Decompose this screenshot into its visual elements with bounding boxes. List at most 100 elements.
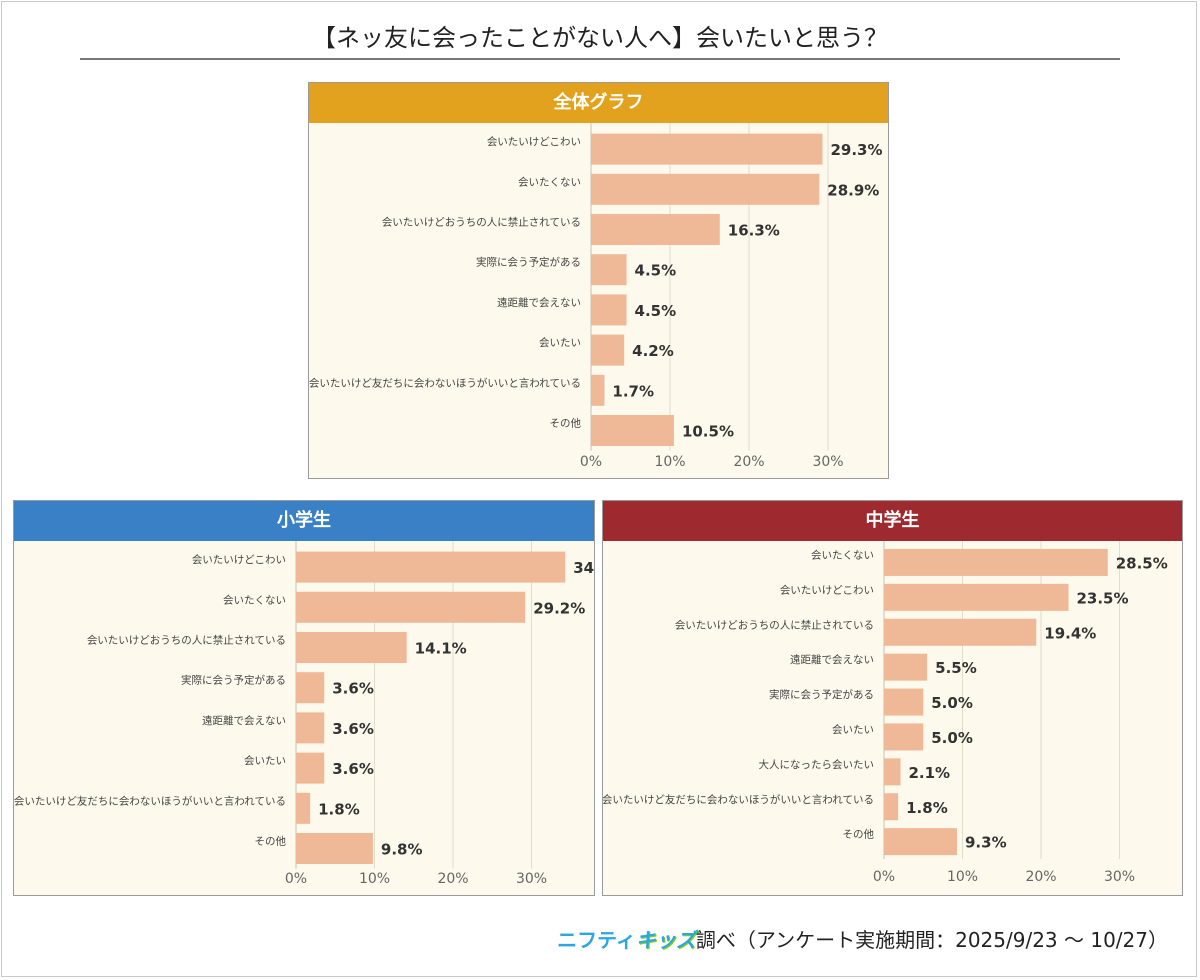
overall-value-label: 16.3%	[728, 222, 780, 240]
junior-high-bar	[884, 583, 1069, 611]
overall-value-label: 4.5%	[635, 262, 677, 280]
overall-bar	[591, 254, 627, 286]
junior-high-bar	[884, 758, 901, 786]
elementary-bar	[296, 752, 325, 784]
elementary-value-label: 14.1%	[415, 640, 467, 658]
elementary-category-label: 会いたくない	[223, 593, 286, 606]
elementary-value-label: 9.8%	[381, 841, 423, 859]
junior-high-category-label: 会いたいけどこわい	[780, 583, 874, 596]
junior-high-chart-title: 中学生	[603, 501, 1182, 541]
junior-high-x-tick-label: 10%	[947, 869, 978, 885]
elementary-bar	[296, 551, 566, 583]
junior-high-value-label: 5.5%	[935, 659, 977, 677]
overall-bar	[591, 133, 823, 165]
overall-bar	[591, 334, 625, 366]
overall-category-label: 遠距離で会えない	[497, 296, 581, 309]
elementary-category-label: その他	[255, 835, 287, 848]
junior-high-bar	[884, 723, 924, 751]
overall-value-label: 10.5%	[682, 423, 734, 441]
elementary-value-label: 3.6%	[332, 720, 374, 738]
junior-high-category-label: 遠距離で会えない	[790, 653, 874, 666]
survey-period: 調べ（アンケート実施期間：2025/9/23 ～ 10/27）	[695, 928, 1168, 952]
junior-high-x-tick-label: 30%	[1104, 869, 1135, 885]
junior-high-value-label: 9.3%	[965, 834, 1007, 852]
overall-category-label: 会いたいけどこわい	[487, 135, 581, 148]
junior-high-bar	[884, 618, 1037, 646]
elementary-category-label: 実際に会う予定がある	[181, 674, 286, 687]
elementary-value-label: 29.2%	[533, 599, 585, 617]
title-divider	[80, 58, 1120, 60]
junior-high-value-label: 5.0%	[931, 729, 973, 747]
elementary-chart-plot: 0% 10% 20% 30% 会いたいけどこわい 34.3% 会いたくない 29.2% 会いたい…	[14, 541, 594, 887]
overall-x-tick-label: 30%	[812, 454, 843, 470]
overall-value-label: 1.7%	[612, 382, 654, 400]
elementary-x-tick-label: 30%	[516, 871, 547, 887]
junior-high-category-label: 大人になったら会いたい	[759, 758, 875, 771]
junior-high-category-label: その他	[843, 828, 875, 841]
elementary-bar	[296, 632, 407, 663]
overall-chart-plot: 0% 10% 20% 30% 会いたいけどこわい 29.3% 会いたくない 28.9% 会いたい…	[309, 123, 883, 470]
elementary-value-label: 3.6%	[332, 760, 374, 778]
elementary-value-label: 1.8%	[318, 800, 360, 818]
junior-high-chart-panel: 中学生 0% 10% 20% 30% 会いたくない 28.5% 会いたいけどこわい 23.5%…	[602, 500, 1183, 896]
junior-high-chart-plot: 0% 10% 20% 30% 会いたくない 28.5% 会いたいけどこわい 23.5% 会いたい…	[603, 541, 1168, 885]
overall-bar	[591, 415, 674, 446]
overall-value-label: 4.5%	[635, 302, 677, 320]
elementary-bar	[296, 672, 325, 704]
elementary-category-label: 会いたいけど友だちに会わないほうがいいと言われている	[14, 794, 286, 807]
junior-high-bar	[884, 688, 924, 716]
junior-high-bar	[884, 828, 958, 856]
overall-bar	[591, 294, 627, 326]
overall-category-label: 会いたいけど友だちに会わないほうがいいと言われている	[309, 376, 581, 389]
junior-high-value-label: 28.5%	[1116, 554, 1168, 572]
junior-high-value-label: 23.5%	[1076, 589, 1128, 607]
junior-high-category-label: 会いたい	[832, 723, 874, 736]
junior-high-x-tick-label: 0%	[873, 869, 895, 885]
elementary-bar	[296, 591, 526, 623]
junior-high-category-label: 実際に会う予定がある	[769, 688, 874, 701]
logo-nifty: ニフティ	[557, 928, 636, 952]
overall-value-label: 4.2%	[632, 342, 674, 360]
junior-high-bar	[884, 653, 928, 681]
elementary-x-tick-label: 0%	[285, 871, 307, 887]
overall-category-label: 会いたいけどおうちの人に禁止されている	[382, 216, 581, 229]
overall-bar	[591, 173, 820, 205]
overall-x-tick-label: 0%	[580, 454, 602, 470]
junior-high-category-label: 会いたくない	[811, 548, 874, 561]
source-credit: ニフティキッズ調べ（アンケート実施期間：2025/9/23 ～ 10/27）	[557, 924, 1168, 953]
elementary-value-label: 34.3%	[573, 559, 594, 577]
elementary-bar	[296, 712, 325, 744]
elementary-chart-title: 小学生	[14, 501, 594, 541]
junior-high-bar	[884, 793, 899, 821]
junior-high-value-label: 5.0%	[931, 694, 973, 712]
overall-category-label: 会いたくない	[518, 175, 581, 188]
elementary-value-label: 3.6%	[332, 680, 374, 698]
elementary-bar	[296, 792, 311, 824]
overall-category-label: 実際に会う予定がある	[476, 256, 581, 269]
page-title: 【ネッ友に会ったことがない人へ】会いたいと思う？	[312, 24, 888, 52]
junior-high-value-label: 19.4%	[1044, 624, 1096, 642]
overall-x-tick-label: 10%	[654, 454, 685, 470]
junior-high-category-label: 会いたいけどおうちの人に禁止されている	[675, 618, 874, 631]
elementary-x-tick-label: 10%	[359, 871, 390, 887]
elementary-category-label: 会いたいけどこわい	[192, 553, 286, 566]
overall-bar	[591, 214, 720, 245]
logo-kids: キッズ	[635, 928, 696, 952]
overall-chart-panel: 全体グラフ 0% 10% 20% 30% 会いたいけどこわい 29.3% 会いたくない 28.…	[308, 82, 889, 479]
overall-value-label: 28.9%	[827, 181, 879, 199]
overall-bar	[591, 374, 605, 406]
elementary-category-label: 遠距離で会えない	[202, 714, 286, 727]
junior-high-x-tick-label: 20%	[1025, 869, 1056, 885]
elementary-bar	[296, 833, 373, 864]
overall-category-label: その他	[550, 417, 582, 430]
overall-category-label: 会いたい	[539, 336, 581, 349]
junior-high-value-label: 2.1%	[908, 764, 950, 782]
elementary-category-label: 会いたいけどおうちの人に禁止されている	[87, 634, 286, 647]
junior-high-value-label: 1.8%	[906, 799, 948, 817]
overall-x-tick-label: 20%	[733, 454, 764, 470]
junior-high-bar	[884, 548, 1108, 576]
elementary-category-label: 会いたい	[244, 754, 286, 767]
junior-high-category-label: 会いたいけど友だちに会わないほうがいいと言われている	[603, 793, 874, 806]
elementary-x-tick-label: 20%	[437, 871, 468, 887]
